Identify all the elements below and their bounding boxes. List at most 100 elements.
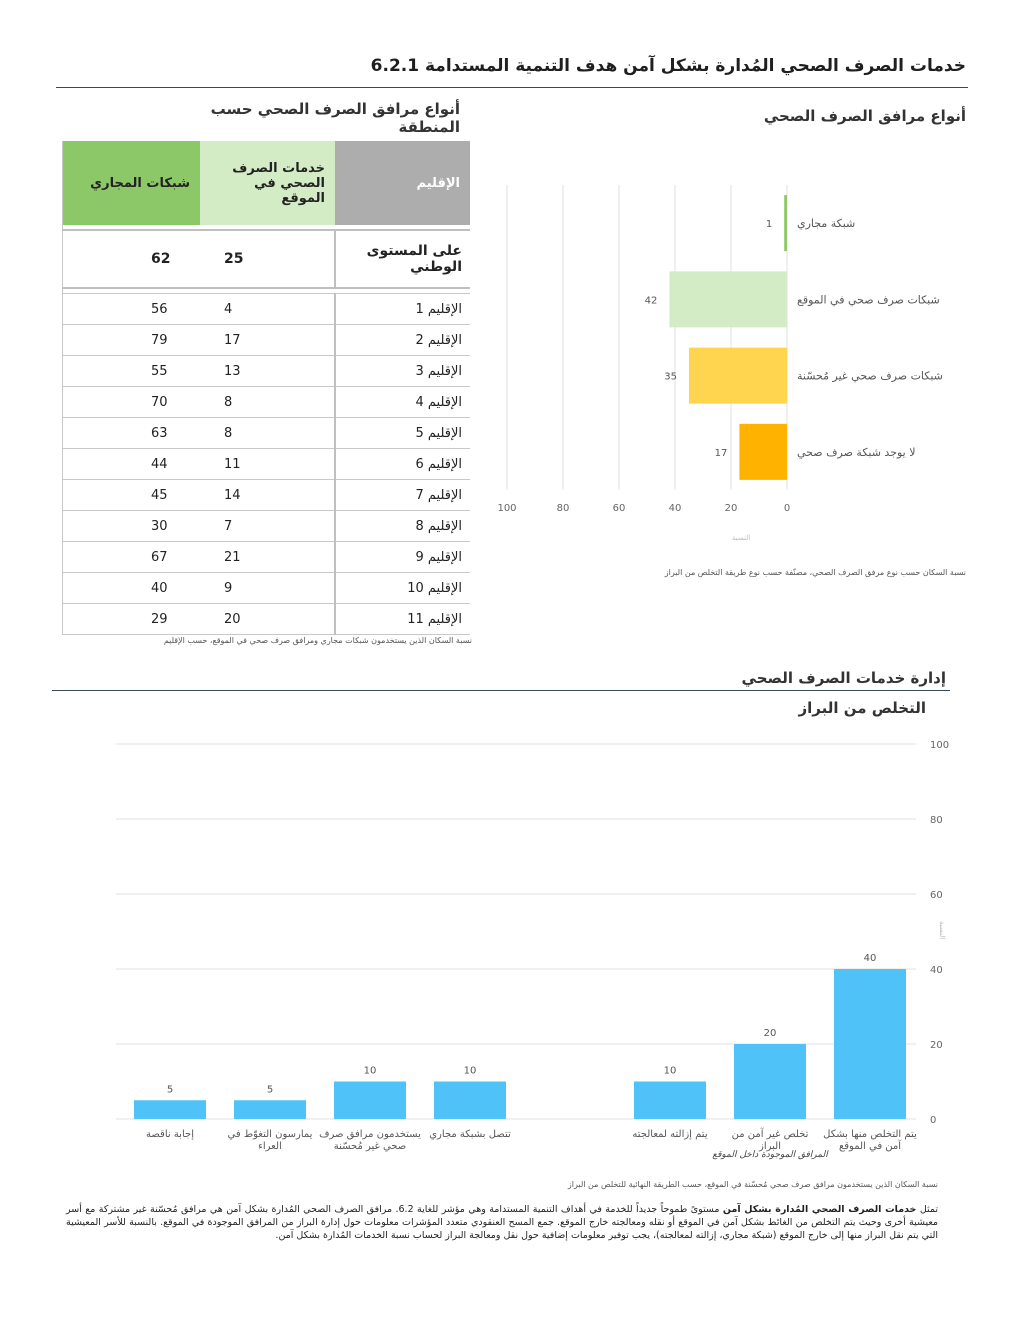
bar-value-label: 5 [167,1084,173,1095]
body-text-rest: مستوىً طموحاً جديداً للخدمة في أهداف الت… [66,1204,938,1241]
row-region: الإقليم 7 [334,479,470,511]
category-label: يمارسون التغوّط في العراء [228,1129,313,1152]
types-chart-caption: نسبة السكان حسب نوع مرفق الصرف الصحي، مص… [664,568,966,577]
group-label: المرافق الموجودة داخل الموقع [712,1150,829,1160]
x-tick-label: 100 [497,503,516,514]
disposal-bar-chart: 0 20 40 60 80 100 النسبة 40 يتم التخلص منها بشكل… [116,740,949,1160]
category-label: شبكات صرف صحي غير مُحسّنة [797,370,943,383]
title-divider [56,87,968,88]
table-row: الإقليم 10 9 40 [62,572,470,604]
row-region: الإقليم 2 [334,324,470,356]
row-onsite: 8 [200,417,335,449]
header-region: الإقليم [335,141,470,225]
table-row: الإقليم 1 4 56 [62,293,470,325]
y-tick-label: 60 [930,890,943,901]
bar [784,195,787,252]
bar [434,1081,506,1119]
category-label: إجابة ناقصة [146,1129,194,1140]
row-onsite: 11 [200,448,335,480]
body-paragraph: تمثل خدمات الصرف الصحي المُدارة بشكل آمن… [66,1203,938,1242]
y-tick-label: 80 [930,815,943,826]
section-divider [52,690,950,691]
region-table-heading: أنواع مرافق الصرف الصحي حسب المنطقة [210,100,460,136]
category-label-line: يتم التخلص منها بشكل [823,1129,917,1140]
row-onsite: 13 [200,355,335,387]
table-row: الإقليم 7 14 45 [62,479,470,511]
management-section-heading: إدارة خدمات الصرف الصحي [741,669,946,687]
category-label-line: آمن في الموقع [839,1139,902,1152]
table-row: الإقليم 11 20 29 [62,603,470,635]
category-label: تتصل بشبكة مجاري [429,1129,511,1140]
header-sewer: شبكات المجاري [62,141,200,225]
row-region: الإقليم 5 [334,417,470,449]
category-label-line: صحي غير مُحسّنة [334,1141,407,1152]
bar [834,969,906,1119]
row-sewer: 40 [62,572,200,604]
category-label-line: يتم إزالته لمعالجته [632,1129,707,1140]
x-tick-label: 40 [669,503,682,514]
body-text-pre: تمثل [916,1204,939,1215]
bar-value-label: 10 [664,1066,677,1077]
national-label: على المستوى الوطني [334,229,470,289]
types-chart-heading: أنواع مرافق الصرف الصحي [763,107,966,125]
x-tick-label: 80 [557,503,570,514]
table-row: الإقليم 8 7 30 [62,510,470,542]
region-table: الإقليم خدمات الصرف الصحي في الموقع شبكا… [62,141,470,635]
x-tick-label: 0 [784,503,790,514]
category-label-line: العراء [258,1141,282,1152]
row-sewer: 63 [62,417,200,449]
row-onsite: 14 [200,479,335,511]
row-sewer: 45 [62,479,200,511]
header-onsite: خدمات الصرف الصحي في الموقع [200,141,335,225]
bar [689,347,787,404]
types-bar-chart: 0 20 40 60 80 100 النسبة 1 شبكة مجاري 42 شبكات صرف… [497,185,943,542]
category-label: شبكة مجاري [797,217,855,230]
category-label: يتم التخلص منها بشكل آمن في الموقع [823,1129,917,1152]
y-tick-label: 20 [930,1040,943,1051]
row-sewer: 30 [62,510,200,542]
category-label-line: البراز [758,1141,781,1152]
national-row: على المستوى الوطني 25 62 [62,229,470,289]
row-sewer: 55 [62,355,200,387]
x-axis-label: النسبة [732,534,750,542]
row-sewer: 79 [62,324,200,356]
row-onsite: 21 [200,541,335,573]
table-row: الإقليم 2 17 79 [62,324,470,356]
row-region: الإقليم 1 [334,293,470,325]
row-onsite: 20 [200,603,335,635]
bar-value-label: 17 [715,448,728,459]
bar-value-label: 40 [864,953,877,964]
row-onsite: 17 [200,324,335,356]
national-sewer: 62 [62,229,200,289]
bar-value-label: 20 [764,1028,777,1039]
category-label-line: يستخدمون مرافق صرف [319,1129,421,1140]
y-tick-label: 40 [930,965,943,976]
category-label: يستخدمون مرافق صرف صحي غير مُحسّنة [319,1129,421,1152]
bar-value-label: 10 [364,1066,377,1077]
row-sewer: 29 [62,603,200,635]
row-region: الإقليم 11 [334,603,470,635]
category-label: لا يوجد شبكة صرف صحي [797,446,916,459]
region-table-caption: نسبة السكان الذين يستخدمون شبكات مجاري و… [163,636,472,645]
category-label: تخلص غير آمن من البراز [732,1127,809,1152]
row-onsite: 9 [200,572,335,604]
row-sewer: 44 [62,448,200,480]
bar [334,1081,406,1119]
row-region: الإقليم 6 [334,448,470,480]
y-tick-label: 0 [930,1115,936,1126]
bar-value-label: 1 [766,219,772,230]
bar-value-label: 35 [664,372,677,383]
category-label: شبكات صرف صحي في الموقع [797,293,940,306]
bar [734,1044,806,1119]
y-tick-label: 100 [930,740,949,751]
row-onsite: 8 [200,386,335,418]
row-region: الإقليم 3 [334,355,470,387]
table-row: الإقليم 9 21 67 [62,541,470,573]
bar [234,1100,306,1119]
x-tick-label: 60 [613,503,626,514]
row-onsite: 7 [200,510,335,542]
category-label-line: إجابة ناقصة [146,1129,194,1140]
row-region: الإقليم 9 [334,541,470,573]
bar [739,423,787,480]
disposal-chart-caption: نسبة السكان الذين يستخدمون مرافق صرف صحي… [567,1180,938,1189]
